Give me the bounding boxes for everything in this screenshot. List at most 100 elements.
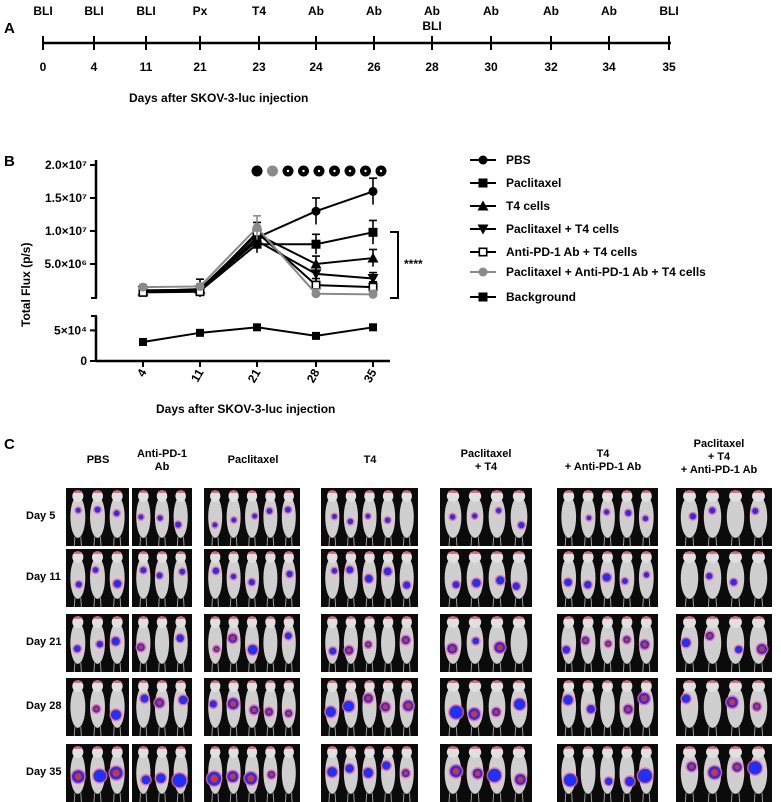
luminescence-signal xyxy=(470,636,481,646)
mouse-silhouette xyxy=(281,746,296,802)
series-anti-pd-1-ab-t4-cells xyxy=(138,221,378,297)
x-axis-label: Days after SKOV-3-luc injection xyxy=(156,402,336,416)
data-point xyxy=(138,282,148,292)
mouse-silhouette xyxy=(245,490,259,546)
mouse-silhouette xyxy=(136,551,151,607)
luminescence-signal xyxy=(243,770,259,787)
mouse-silhouette xyxy=(70,746,86,802)
bli-image xyxy=(66,744,129,802)
mouse-silhouette xyxy=(749,680,768,736)
luminescence-signal xyxy=(177,694,189,706)
luminescence-signal xyxy=(177,567,187,577)
luminescence-signal xyxy=(400,634,412,646)
mouse-silhouette xyxy=(381,616,396,672)
bli-image xyxy=(676,678,772,736)
mouse-silhouette xyxy=(488,616,507,672)
luminescence-signal xyxy=(111,578,123,590)
mouse-silhouette xyxy=(703,746,723,802)
panel-letter-b: B xyxy=(4,153,15,170)
timeline-day-label: 23 xyxy=(252,60,266,74)
image-column-header: PBS xyxy=(86,454,110,466)
legend-label: Paclitaxel xyxy=(506,176,562,190)
mouse-silhouette xyxy=(488,680,506,736)
luminescence-signal xyxy=(685,760,698,773)
mouse-silhouette xyxy=(245,680,260,736)
bli-image xyxy=(440,549,532,607)
luminescence-signal xyxy=(451,579,462,590)
mouse-silhouette xyxy=(205,746,223,802)
mouse-silhouette xyxy=(399,680,416,736)
bli-image xyxy=(204,744,300,802)
luminescence-signal xyxy=(706,764,723,781)
mouse-silhouette xyxy=(281,490,296,546)
mouse-silhouette xyxy=(749,616,769,672)
luminescence-signal xyxy=(382,566,394,577)
bli-image xyxy=(204,549,300,607)
mouse-silhouette xyxy=(325,746,340,802)
image-row-label: Day 35 xyxy=(26,766,62,778)
mouse-silhouette xyxy=(561,680,577,736)
mouse-silhouette xyxy=(379,680,396,736)
data-point xyxy=(253,323,261,332)
mouse-silhouette xyxy=(486,746,506,802)
mouse-silhouette xyxy=(726,490,745,546)
data-point xyxy=(368,227,378,237)
mouse-silhouette xyxy=(325,490,340,546)
mouse-silhouette xyxy=(70,616,86,672)
bli-image xyxy=(204,614,300,672)
significance-marker-dot xyxy=(286,169,290,173)
mouse-silhouette xyxy=(399,490,414,546)
luminescence-signal xyxy=(155,571,165,580)
luminescence-signal xyxy=(751,701,763,713)
luminescence-signal xyxy=(324,705,338,719)
mouse-silhouette xyxy=(281,616,296,672)
luminescence-signal xyxy=(210,520,219,529)
luminescence-signal xyxy=(728,577,739,588)
timeline-day-label: 24 xyxy=(309,60,323,74)
luminescence-signal xyxy=(283,708,294,719)
luminescence-signal xyxy=(74,579,84,589)
mouse-silhouette xyxy=(136,490,151,546)
image-row-label: Day 21 xyxy=(26,636,62,648)
luminescence-signal xyxy=(561,644,572,656)
luminescence-signal xyxy=(283,630,294,641)
bli-image xyxy=(440,678,532,736)
luminescence-signal xyxy=(247,577,257,587)
mouse-silhouette xyxy=(245,616,260,672)
mouse-silhouette xyxy=(225,746,241,802)
luminescence-signal xyxy=(494,574,506,586)
image-column-header: Anti-PD-1 Ab xyxy=(136,448,188,473)
timeline-day-label: 26 xyxy=(367,60,381,74)
bli-image xyxy=(132,744,192,802)
luminescence-signal xyxy=(174,632,186,644)
mouse-silhouette xyxy=(726,746,745,802)
mouse-silhouette xyxy=(380,746,396,802)
mouse-silhouette xyxy=(636,746,654,802)
data-point xyxy=(368,186,378,196)
mouse-silhouette xyxy=(725,680,745,736)
mouse-silhouette xyxy=(281,551,296,607)
luminescence-signal xyxy=(733,644,744,655)
data-point xyxy=(312,331,320,340)
x-tick-label: 11 xyxy=(188,366,207,384)
mouse-silhouette xyxy=(90,490,105,546)
luminescence-signal xyxy=(266,769,277,780)
image-column-header: T4 xyxy=(363,454,377,466)
luminescence-signal xyxy=(602,507,611,517)
legend-swatch xyxy=(470,292,496,302)
bli-image xyxy=(321,744,418,802)
x-tick-label: 28 xyxy=(304,366,323,385)
luminescence-signal xyxy=(494,506,503,515)
image-column-header: T4 + Anti-PD-1 Ab xyxy=(564,448,642,473)
luminescence-signal xyxy=(70,768,86,785)
luminescence-signal xyxy=(211,644,222,654)
legend-label: Background xyxy=(506,290,577,304)
mouse-silhouette xyxy=(466,490,484,546)
timeline-day-label: 32 xyxy=(544,60,558,74)
mouse-silhouette xyxy=(70,490,86,546)
mouse-silhouette xyxy=(619,616,635,672)
significance-marker-dot xyxy=(317,169,321,173)
mouse-silhouette xyxy=(226,680,241,736)
legend-swatch xyxy=(470,267,496,277)
timeline-axis xyxy=(42,36,671,50)
